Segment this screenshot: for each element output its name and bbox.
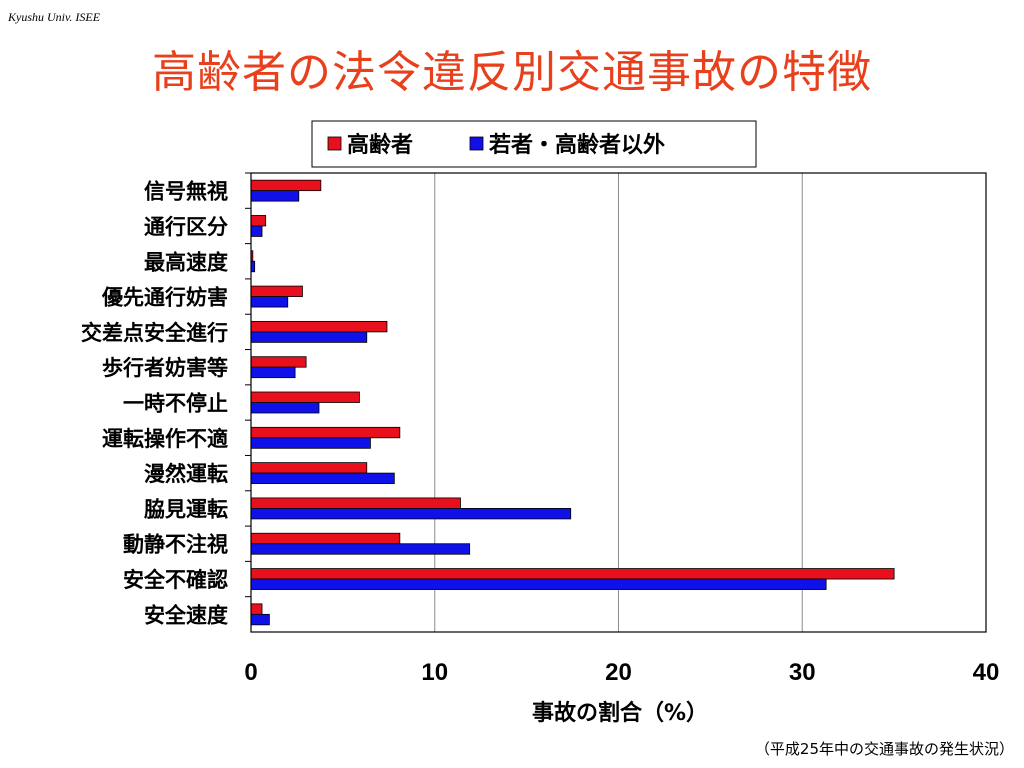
bar-others: [250, 331, 368, 343]
bar-elderly: [250, 215, 267, 227]
bar-others: [250, 225, 263, 237]
bar-others: [250, 508, 572, 520]
bar-elderly: [250, 391, 360, 403]
bar-others: [250, 613, 270, 626]
plot-area: 信号無視通行区分最高速度優先通行妨害交差点安全進行歩行者妨害等一時不停止運転操作…: [81, 172, 1000, 726]
bar-elderly: [250, 462, 368, 474]
bar-others: [250, 578, 827, 590]
legend-label: 若者・高齢者以外: [489, 132, 665, 158]
x-tick-label: 30: [789, 659, 816, 686]
bar-others: [250, 296, 289, 308]
category-label: 最高速度: [144, 250, 228, 274]
source-note: （平成25年中の交通事故の発生状況）: [754, 740, 1014, 758]
bar-elderly: [250, 356, 307, 368]
category-label: 動静不注視: [123, 533, 228, 557]
legend-swatch: [469, 136, 484, 151]
legend-box: [311, 120, 757, 168]
bar-elderly: [250, 285, 303, 297]
x-tick-label: 40: [973, 659, 1000, 686]
header-note: Kyushu Univ. ISEE: [8, 10, 101, 24]
category-label: 脇見運転: [144, 497, 228, 521]
category-label: 運転操作不適: [102, 427, 228, 451]
plot-border: [250, 172, 987, 633]
x-tick-label: 0: [244, 659, 257, 686]
x-tick-label: 20: [605, 659, 632, 686]
slide-title: 高齢者の法令違反別交通事故の特徴: [152, 47, 872, 98]
category-label: 漫然運転: [144, 462, 228, 486]
category-label: 通行区分: [144, 215, 228, 239]
legend-swatch: [327, 136, 342, 151]
bar-elderly: [250, 497, 461, 509]
legend-label: 高齢者: [347, 132, 413, 158]
bar-elderly: [250, 603, 263, 615]
bar-elderly: [250, 320, 388, 333]
category-label: 信号無視: [144, 180, 228, 204]
category-label: 安全速度: [144, 603, 228, 627]
legend: 高齢者 若者・高齢者以外: [311, 120, 757, 168]
bar-others: [250, 190, 300, 202]
x-axis-title: 事故の割合（%）: [532, 700, 708, 726]
x-tick-label: 10: [421, 659, 448, 686]
bar-others: [250, 366, 296, 379]
bar-others: [250, 437, 371, 449]
category-label: 歩行者妨害等: [102, 356, 228, 380]
bar-others: [250, 543, 471, 555]
category-label: 安全不確認: [123, 568, 228, 592]
bar-elderly: [250, 179, 322, 192]
bar-elderly: [250, 532, 401, 545]
category-label: 一時不停止: [123, 392, 228, 416]
category-label: 優先通行妨害: [101, 286, 228, 310]
bar-elderly: [250, 568, 895, 580]
bar-others: [250, 472, 395, 485]
bar-elderly: [250, 426, 401, 439]
bar-others: [250, 402, 320, 414]
category-label: 交差点安全進行: [81, 321, 228, 345]
